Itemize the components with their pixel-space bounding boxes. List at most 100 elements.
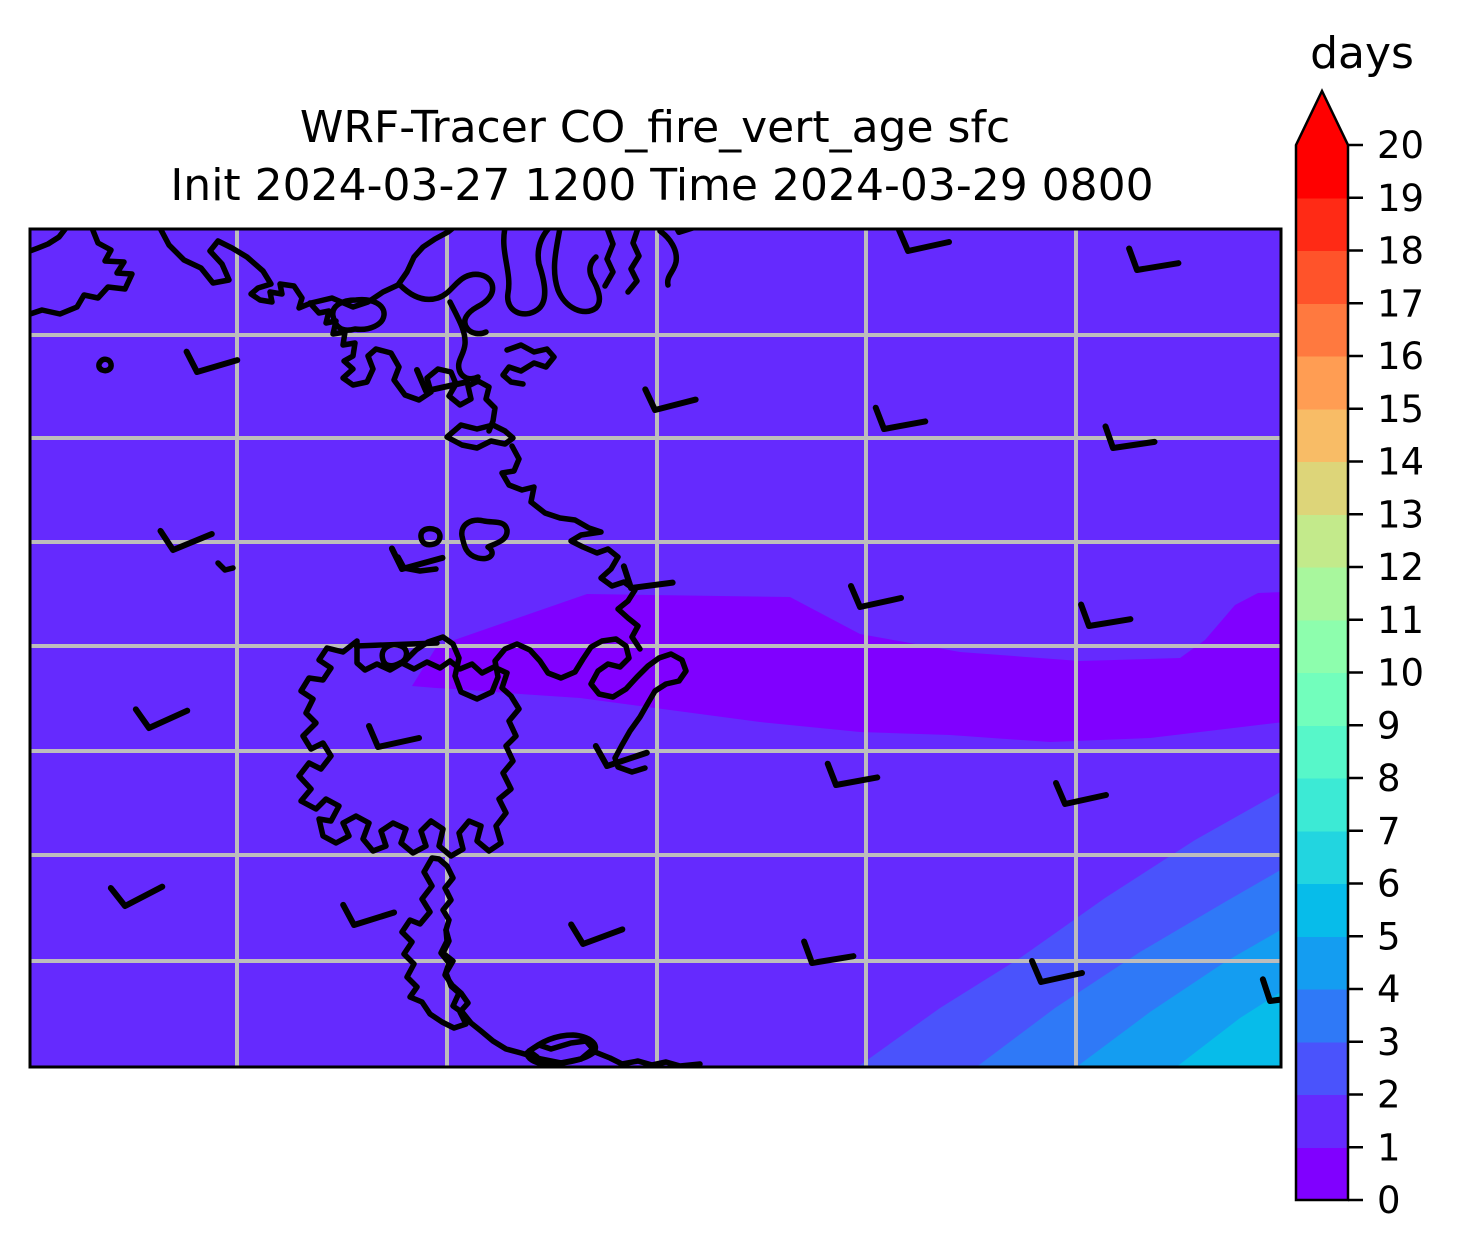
wind-barb-icon [414, 367, 470, 394]
wind-barb-icon [388, 545, 446, 572]
coastline-path [296, 638, 522, 859]
map-frame [28, 227, 1283, 1069]
colorbar-tick-label: 18 [1377, 230, 1424, 273]
coastline-path [500, 342, 557, 387]
wind-barb-icon [340, 901, 398, 928]
coastline-path [397, 271, 496, 337]
coastline-path [551, 230, 603, 315]
colorbar-segment [1296, 936, 1348, 990]
colorbar-segment [1296, 461, 1348, 515]
colorbar-segment [1296, 725, 1348, 779]
colorbar-tick-label: 6 [1377, 863, 1401, 906]
coastline-path [399, 855, 471, 1031]
wind-barb-icon [1029, 958, 1085, 985]
wind-barb-icon [132, 706, 191, 731]
colorbar-tick-label: 10 [1377, 652, 1424, 695]
colorbar-tick-label: 0 [1377, 1179, 1401, 1222]
wind-barb-icon [824, 760, 881, 788]
wind-barb-icon [157, 527, 215, 553]
coastline-path [31, 230, 135, 317]
coastline-path [625, 230, 642, 295]
colorbar-segment [1296, 197, 1348, 252]
wind-barb-icon [183, 348, 241, 375]
coastline-layer [31, 230, 703, 1066]
wind-barb-icon [366, 723, 422, 750]
coastline-path [31, 230, 68, 254]
wind-barb-icon [568, 921, 626, 947]
coastline-path [592, 1049, 703, 1066]
wind-barb-icon [1078, 601, 1134, 629]
wind-barb-icon [1126, 245, 1182, 273]
colorbar-segment [1296, 830, 1348, 885]
coastline-path [501, 230, 551, 317]
wind-barb-icon [1053, 780, 1109, 807]
colorbar-segment [1296, 778, 1348, 832]
colorbar-tick-label: 11 [1377, 599, 1424, 642]
coastline-path [440, 927, 596, 1066]
map-region-age-band-0-1-days [412, 592, 1280, 742]
coastline-path [215, 560, 236, 573]
colorbar-segment [1296, 514, 1348, 568]
plot-subtitle: Init 2024-03-27 1200 Time 2024-03-29 080… [170, 160, 1153, 211]
colorbar-tick-label: 15 [1377, 388, 1424, 431]
colorbar-tick-label: 13 [1377, 493, 1424, 536]
wind-barb-icon [848, 583, 904, 610]
colorbar-tick-label: 1 [1377, 1126, 1401, 1169]
colorbar-segment [1296, 989, 1348, 1043]
colorbar-tick-label: 4 [1377, 968, 1401, 1011]
colorbar-segment [1296, 567, 1348, 621]
colorbar-outline [1294, 88, 1350, 1202]
colorbar-tick-label: 5 [1377, 915, 1401, 958]
map-region-age-band-5-6-days [1177, 992, 1280, 1066]
colorbar-tick-label: 19 [1377, 177, 1424, 220]
colorbar-over-arrow [1296, 91, 1348, 145]
colorbar-segment [1296, 408, 1348, 463]
wind-barb-icon [665, 230, 723, 235]
colorbar-segment [1296, 1094, 1348, 1148]
colorbar-tick-label: 3 [1377, 1021, 1401, 1064]
coastline-path [657, 230, 680, 288]
colorbar-tick-label: 9 [1377, 704, 1401, 747]
colorbar-title: days [1310, 28, 1414, 79]
wind-barb-icon [642, 386, 699, 413]
coastline-path [447, 299, 481, 382]
wind-barb-icon [620, 563, 676, 591]
coastline-path [307, 300, 498, 434]
wind-barb-icon [592, 743, 650, 769]
colorbar-tick-label: 12 [1377, 546, 1424, 589]
coastline-path [157, 230, 455, 311]
wind-barb-icon [872, 404, 929, 432]
colorbar-segment [1296, 1041, 1348, 1096]
wind-barb-layer [107, 230, 1280, 1004]
colorbar-tick-label: 14 [1377, 441, 1424, 484]
wind-barb-icon [107, 883, 166, 909]
coastline-path [499, 443, 643, 652]
colorbar-tick-label: 2 [1377, 1074, 1401, 1117]
coastline-path [402, 634, 689, 775]
colorbar-tick-label: 7 [1377, 810, 1401, 853]
colorbar-tick-label: 20 [1377, 124, 1424, 167]
colorbar-segment [1296, 619, 1348, 674]
coastline-path [96, 356, 114, 374]
colorbar-segment [1296, 883, 1348, 937]
colorbar-tick-label: 8 [1377, 757, 1401, 800]
colorbar-segment [1296, 250, 1348, 304]
coastline-path [459, 517, 510, 562]
wind-barb-icon [1102, 423, 1158, 451]
colorbar-segment [1296, 145, 1348, 199]
wind-barb-icon [801, 938, 857, 966]
colorbar-tick-label: 17 [1377, 282, 1424, 325]
coastline-path [418, 525, 443, 548]
wind-barb-icon [896, 230, 952, 254]
wind-barb-icon [1259, 976, 1280, 1004]
colorbar-segment [1296, 356, 1348, 410]
coastline-path [444, 422, 516, 451]
coastline-path [602, 230, 616, 289]
colorbar-tick-label: 16 [1377, 335, 1424, 378]
plot-title: WRF-Tracer CO_fire_vert_age sfc [300, 102, 1010, 153]
colorbar-segment [1296, 1147, 1348, 1201]
colorbar-segment [1296, 672, 1348, 726]
